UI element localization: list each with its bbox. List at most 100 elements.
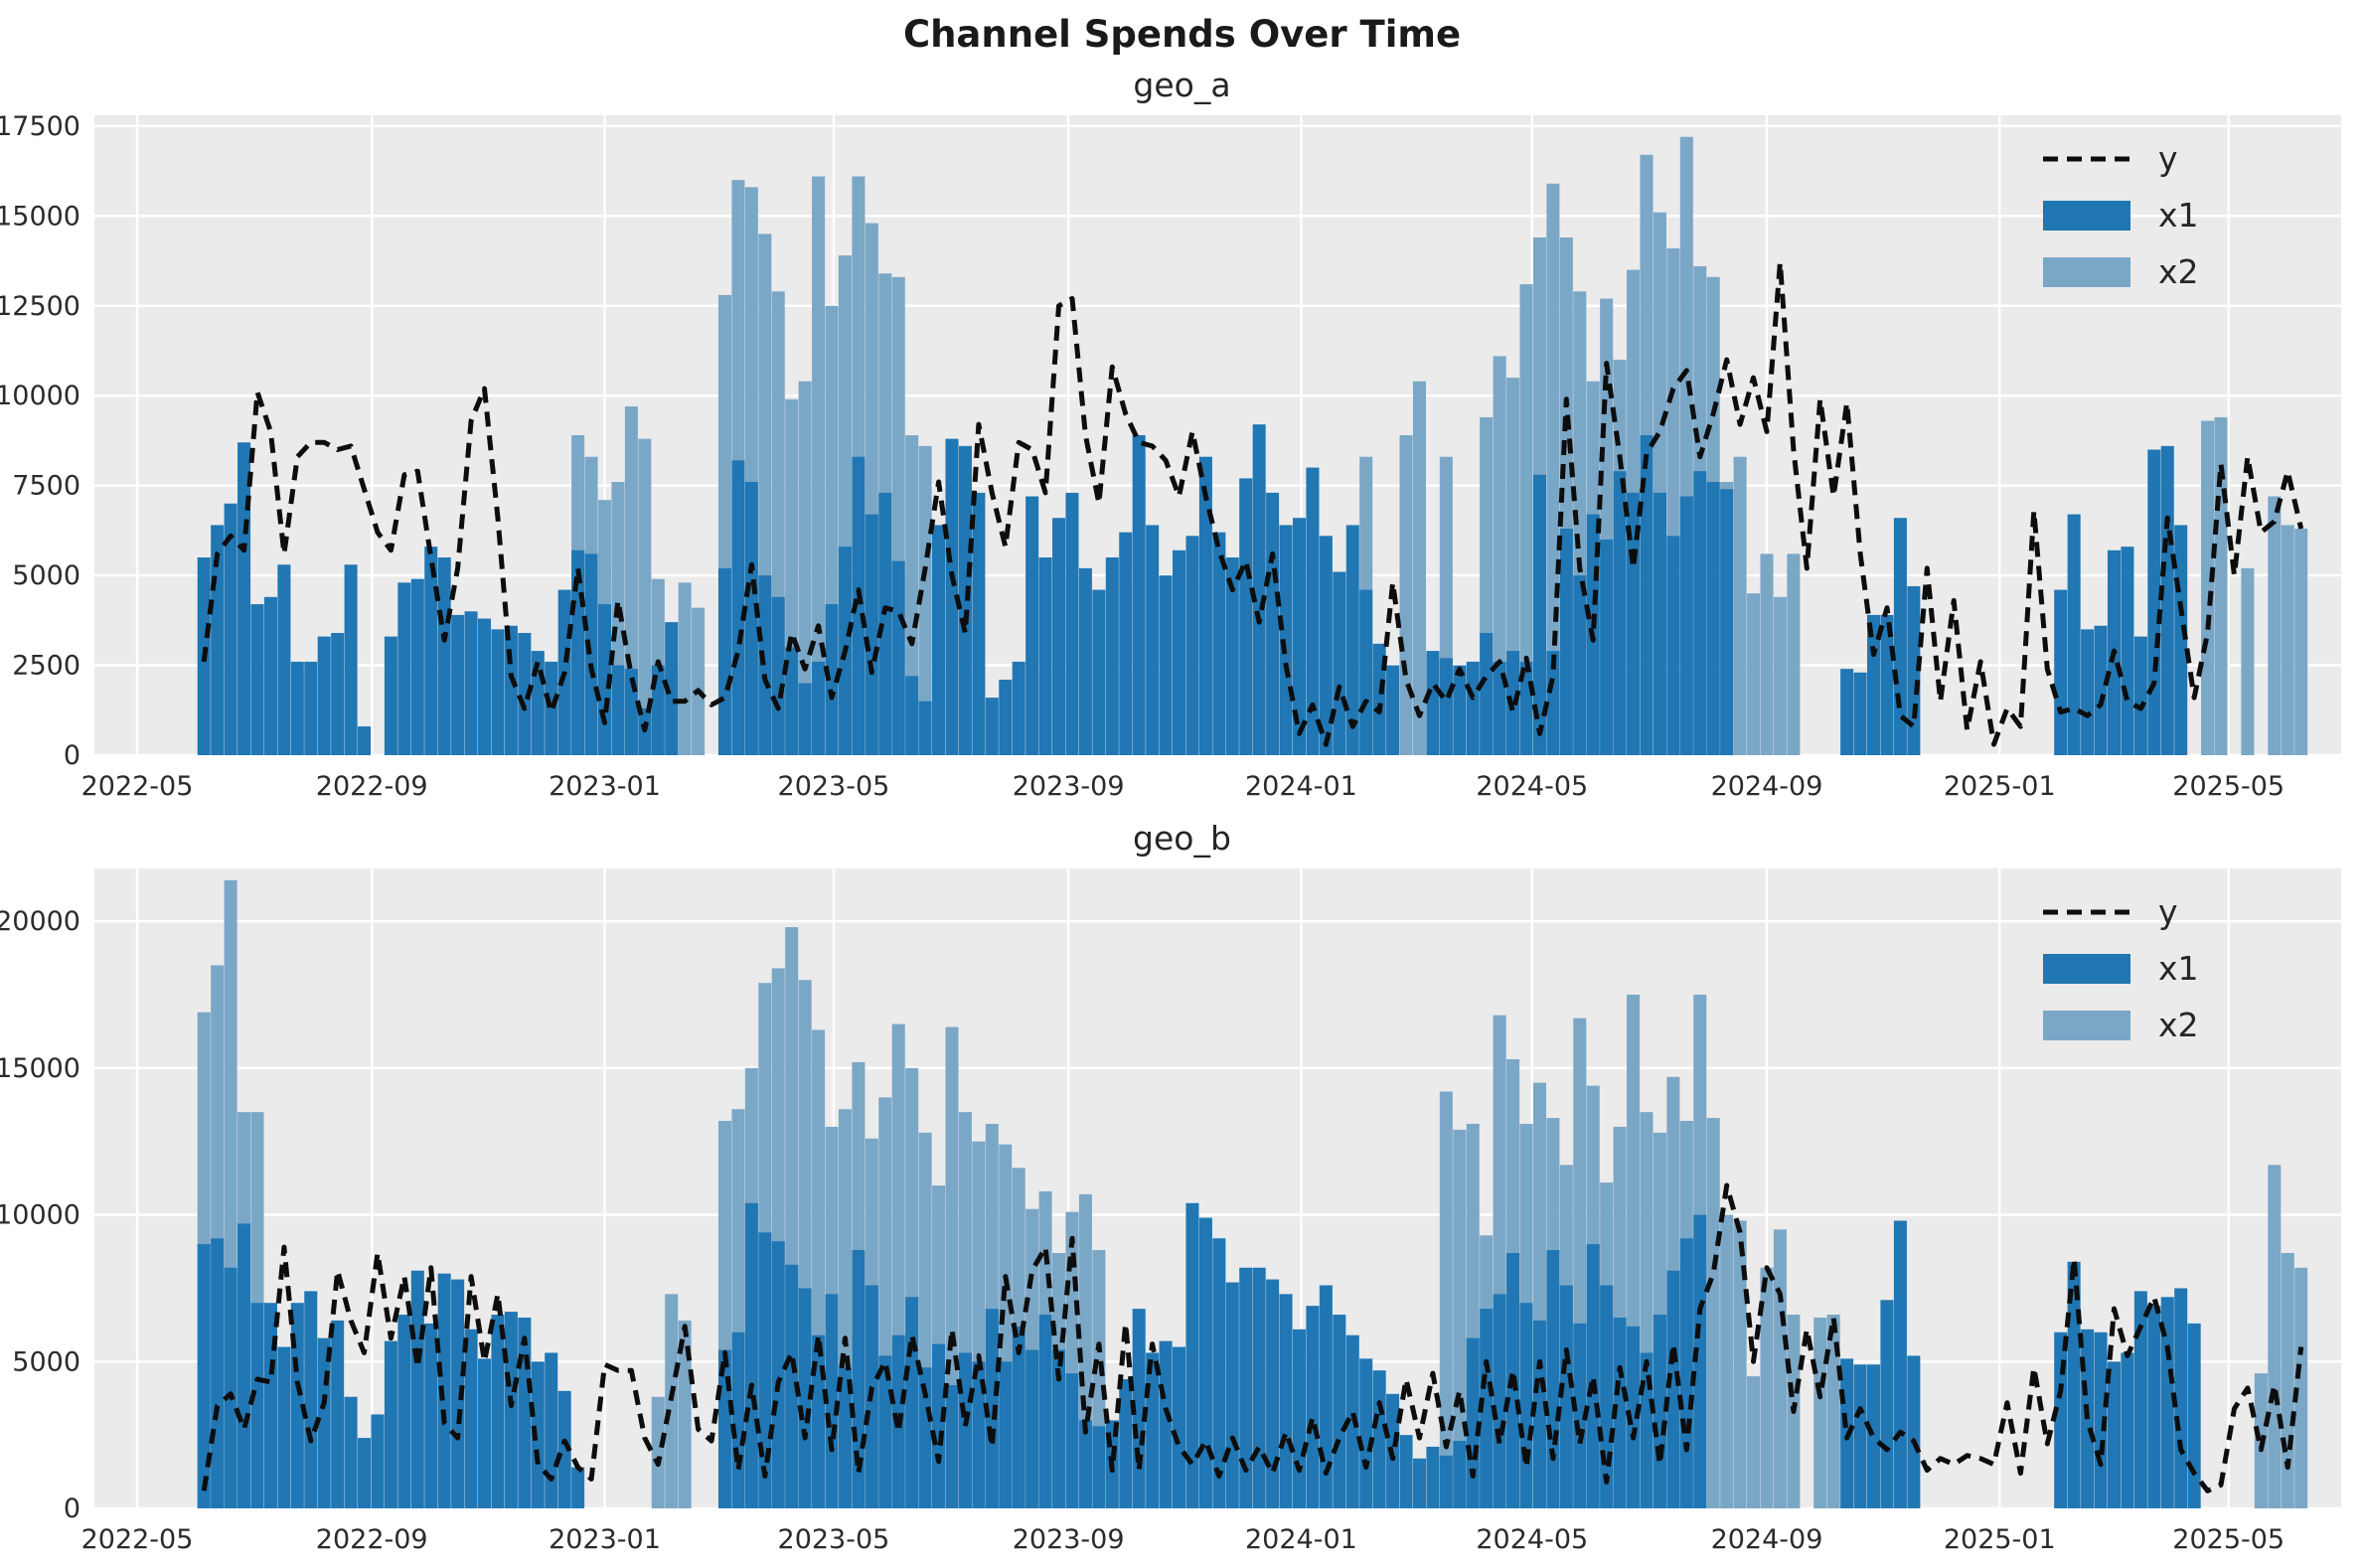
geo_a-x1-bar	[852, 456, 866, 755]
geo_a-legend-patch-x2	[2043, 257, 2130, 287]
geo_a-x1-bar	[584, 553, 598, 755]
geo_a-ytick-label: 0	[64, 740, 80, 771]
geo_b-x1-bar	[371, 1414, 385, 1508]
geo_b-x1-bar	[932, 1343, 946, 1508]
geo_b-x1-bar	[2160, 1297, 2174, 1508]
geo_b-x1-bar	[2147, 1306, 2161, 1508]
geo_a-xtick-label: 2023-09	[1013, 771, 1125, 802]
geo_b-x2-bar	[1439, 1091, 1453, 1508]
geo_a-x1-bar	[1600, 539, 1614, 755]
geo_a-x1-bar	[1132, 435, 1146, 755]
geo_a-x1-bar	[384, 636, 397, 755]
geo_a-x1-bar	[1225, 557, 1239, 755]
geo_a-x1-bar	[1693, 471, 1707, 755]
geo_b-x1-bar	[477, 1358, 492, 1508]
geo_a-x2-bar	[1787, 553, 1801, 755]
geo_b-x1-bar	[1399, 1435, 1413, 1508]
geo_a-x1-bar	[1252, 424, 1266, 755]
figure-title: Channel Spends Over Time	[902, 13, 1462, 56]
geo_a-x1-bar	[744, 482, 758, 755]
geo_b-x1-bar	[1065, 1373, 1079, 1508]
geo_b-x1-bar	[1119, 1379, 1133, 1508]
geo_a-x2-bar	[918, 445, 932, 755]
geo_a-x1-bar	[2054, 589, 2068, 755]
geo_a-x2-bar	[1412, 381, 1426, 755]
geo_a-x1-bar	[2147, 449, 2161, 755]
geo_b-x2-bar	[1773, 1229, 1787, 1508]
geo_b-x1-bar	[918, 1367, 932, 1508]
geo_b-x1-bar	[358, 1438, 372, 1508]
geo_a-x1-bar	[1679, 496, 1693, 755]
geo_a-x2-bar	[2281, 525, 2294, 755]
geo_a-x1-bar	[905, 676, 919, 755]
geo_a-x1-bar	[1012, 661, 1025, 755]
geo_a-x2-bar	[678, 582, 692, 755]
geo_b-x1-bar	[972, 1361, 986, 1508]
geo_a-legend: y x1 x2	[2043, 139, 2199, 291]
geo_a-x2-bar	[1747, 593, 1761, 755]
geo_b-x2-bar	[1706, 1118, 1720, 1508]
geo_b-x1-bar	[1038, 1315, 1052, 1508]
geo_a-x1-bar	[2067, 514, 2081, 755]
geo_b-x1-bar	[1266, 1279, 1280, 1508]
geo_b-x1-bar	[825, 1294, 839, 1508]
geo_b-x2-bar	[651, 1396, 665, 1508]
geo_a-x1-bar	[1172, 549, 1186, 755]
geo_b-x1-bar	[2187, 1323, 2201, 1508]
geo_a-x1-bar	[277, 564, 291, 755]
geo_a-x1-bar	[891, 560, 905, 755]
geo_b-x1-bar	[557, 1390, 571, 1508]
geo_a-x1-bar	[1025, 496, 1039, 755]
geo_b-x1-bar	[384, 1340, 397, 1508]
geo_a-x1-bar	[331, 632, 345, 755]
geo_b-x1-bar	[1679, 1238, 1693, 1508]
geo_a-x1-bar	[317, 636, 331, 755]
geo_b-x1-bar	[999, 1361, 1013, 1508]
geo_b-x1-bar	[237, 1223, 251, 1508]
geo_a-x1-bar	[1239, 478, 1253, 755]
geo_a-x1-bar	[1345, 525, 1359, 755]
geo_a-x1-bar	[1439, 658, 1453, 755]
geo_a-x1-bar	[1386, 665, 1400, 755]
geo_b-x1-bar	[331, 1320, 345, 1508]
geo_a-x1-bar	[2174, 525, 2188, 755]
geo_b-x2-bar	[1826, 1315, 1840, 1508]
geo_b-legend: y x1 x2	[2043, 892, 2199, 1044]
geo_b-x1-bar	[1519, 1303, 1533, 1508]
geo_b-x1-bar	[1573, 1323, 1587, 1508]
geo_b-x1-bar	[1613, 1317, 1627, 1508]
geo_b-xtick-label: 2023-05	[778, 1524, 890, 1555]
geo_b-x1-bar	[2107, 1361, 2121, 1508]
geo_b-x1-bar	[250, 1303, 264, 1508]
geo_b-x1-bar	[263, 1303, 277, 1508]
geo_b-x1-bar	[464, 1329, 478, 1508]
geo_b-x1-bar	[1439, 1455, 1453, 1508]
geo_b-legend-label-x2: x2	[2158, 1006, 2199, 1044]
geo_a-x1-bar	[545, 661, 558, 755]
geo_b-x1-bar	[785, 1264, 799, 1508]
geo_a-x1-bar	[812, 661, 826, 755]
geo_b-x1-bar	[1693, 1214, 1707, 1508]
geo_b-x2-bar	[1453, 1129, 1467, 1508]
geo_b-x1-bar	[2094, 1332, 2108, 1508]
geo_a-x1-bar	[1319, 536, 1333, 755]
geo_a-x1-bar	[999, 680, 1013, 755]
geo_a-xtick-label: 2024-09	[1711, 771, 1823, 802]
geo_b-x1-bar	[1292, 1329, 1307, 1508]
geo_a-x2-bar	[2201, 420, 2215, 755]
geo_a-x1-bar	[1573, 575, 1587, 755]
geo_b-x1-bar	[1559, 1285, 1573, 1508]
geo_a-x1-bar	[1372, 643, 1386, 755]
geo_a-y-line	[201, 259, 2304, 747]
geo_a-xtick-label: 2023-05	[778, 771, 890, 802]
geo_a-x1-bar	[1052, 518, 1066, 755]
geo_a-x1-bar	[1292, 518, 1307, 755]
geo_a-legend-patch-x1	[2043, 201, 2130, 231]
geo_b-x1-bar	[1880, 1300, 1894, 1508]
geo_b-x1-bar	[451, 1279, 465, 1508]
geo_a-xtick-label: 2022-05	[81, 771, 194, 802]
geo_a-x1-bar	[1613, 471, 1627, 755]
geo_a-x1-bar	[1159, 575, 1173, 755]
geo_a-x1-bar	[1453, 665, 1467, 755]
geo_b-xtick-label: 2022-05	[81, 1524, 194, 1555]
